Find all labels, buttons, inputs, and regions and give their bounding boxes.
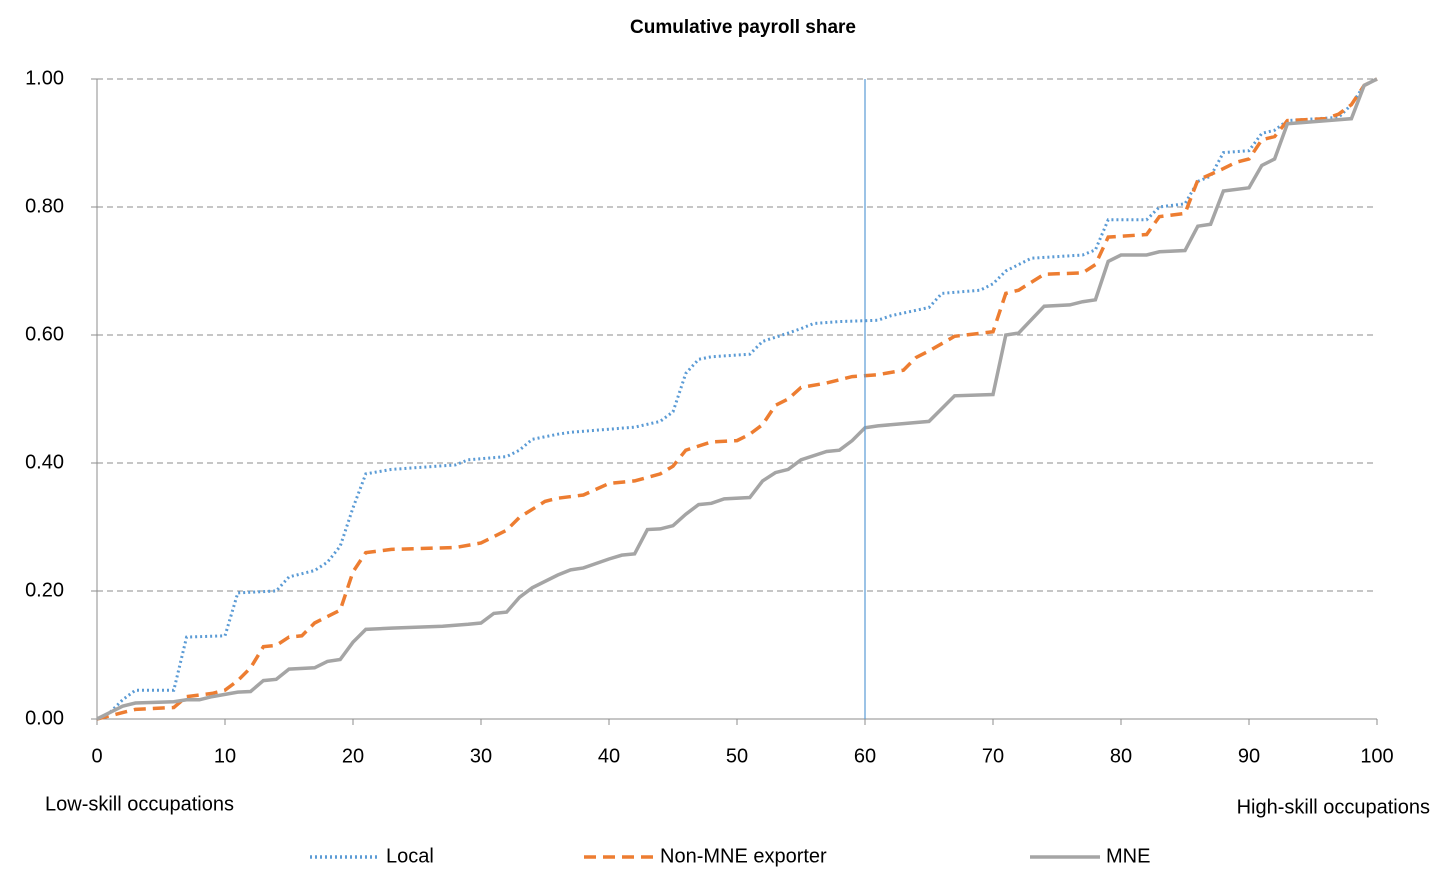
legend-label: Non-MNE exporter	[660, 845, 827, 867]
x-tick-label: 30	[470, 745, 492, 767]
x-tick-label: 0	[91, 745, 102, 767]
y-tick-label: 0.60	[25, 323, 64, 345]
annotation: High-skill occupations	[1237, 796, 1430, 818]
y-tick-label: 0.40	[25, 451, 64, 473]
x-tick-label: 70	[982, 745, 1004, 767]
legend-label: MNE	[1106, 845, 1150, 867]
y-tick-label: 0.00	[25, 707, 64, 729]
x-tick-label: 50	[726, 745, 748, 767]
y-tick-label: 0.80	[25, 195, 64, 217]
x-tick-label: 20	[342, 745, 364, 767]
y-tick-label: 0.20	[25, 579, 64, 601]
series-line	[96, 77, 1378, 721]
series-line	[96, 77, 1378, 721]
x-tick-label: 10	[214, 745, 236, 767]
x-tick-label: 100	[1360, 745, 1393, 767]
chart-title: Cumulative payroll share	[630, 17, 856, 38]
x-tick-label: 80	[1110, 745, 1132, 767]
annotation: Low-skill occupations	[45, 793, 234, 815]
y-tick-label: 1.00	[25, 67, 64, 89]
x-tick-label: 40	[598, 745, 620, 767]
legend-label: Local	[386, 845, 434, 867]
x-tick-label: 90	[1238, 745, 1260, 767]
x-tick-label: 60	[854, 745, 876, 767]
series-line	[96, 77, 1378, 721]
